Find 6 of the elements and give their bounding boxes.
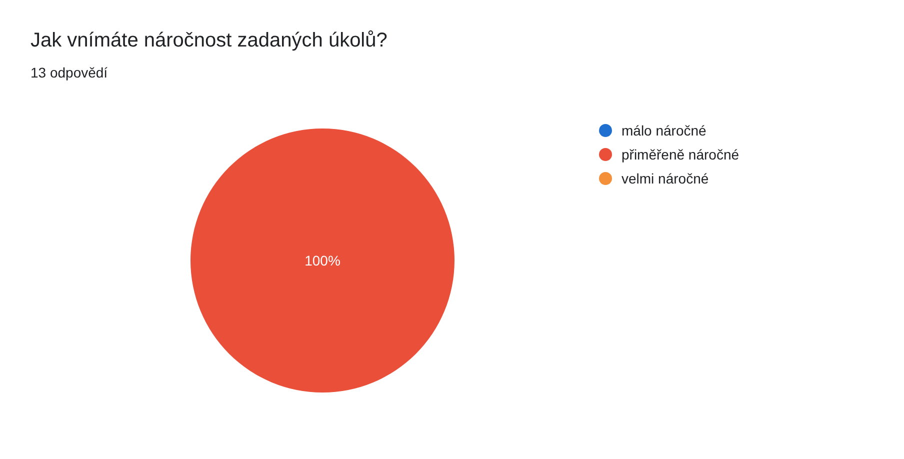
data-label: 100% (304, 252, 340, 268)
legend-label: velmi náročné (622, 170, 709, 186)
legend-label: málo náročné (622, 122, 707, 138)
text: 13 odpovědí (30, 64, 108, 80)
legend-label: přiměřeně náročné (622, 146, 740, 162)
chart-title: Jak vnímáte náročnost zadaných úkolů? (30, 30, 388, 52)
